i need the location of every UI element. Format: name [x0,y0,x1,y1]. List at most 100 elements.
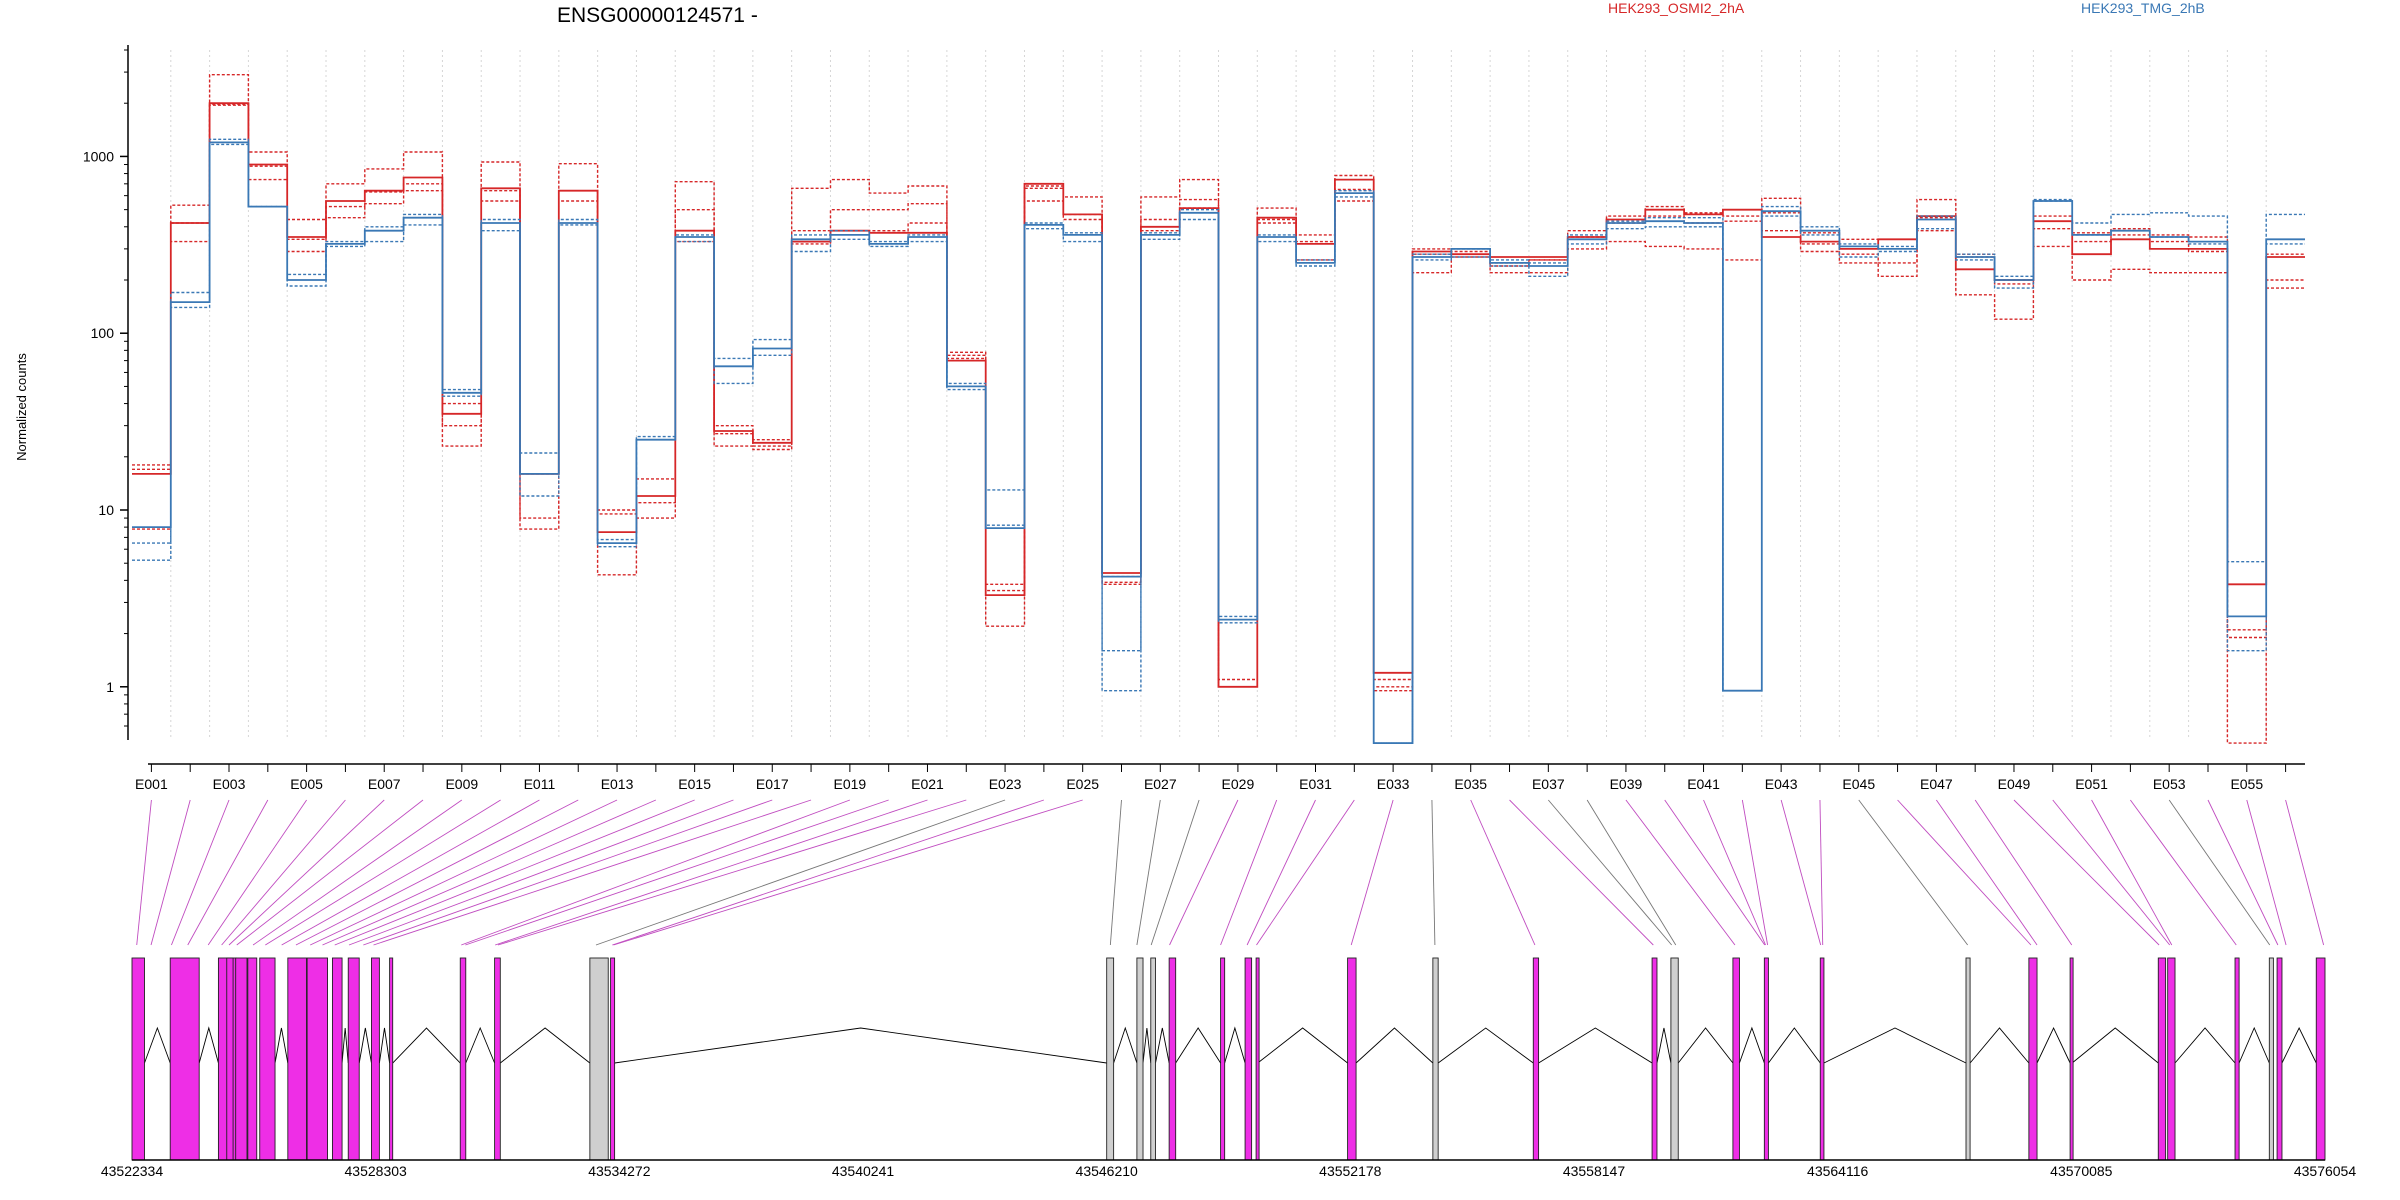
x-tick-label: E043 [1765,776,1798,792]
coord-tick-label: 43540241 [832,1163,895,1179]
bin-connector [348,799,734,946]
exon-box [589,957,609,1161]
intron-line [1142,1027,1152,1064]
exon-box [226,957,234,1161]
exon-box [1965,957,1971,1161]
intron-line [2071,1027,2159,1064]
legend-label-tmg: HEK293_TMG_2hB [2081,0,2205,16]
intron-line [1113,1026,1138,1064]
exon-box [1255,957,1260,1161]
bin-connector [1470,799,1536,946]
x-tick-label: E029 [1222,776,1255,792]
x-tick-label: E007 [368,776,401,792]
bin-connector [295,799,579,946]
y-axis-label: Normalized counts [14,353,29,461]
x-tick-label: E011 [524,776,556,792]
x-tick-label: E023 [989,776,1022,792]
bin-connector [252,799,463,946]
bin-connector [1136,799,1161,946]
exon-box [459,957,467,1161]
bin-connector [2168,799,2271,946]
exon-box [347,957,360,1161]
legend-label-osmi2: HEK293_OSMI2_2hA [1608,0,1745,16]
intron-line [2036,1026,2071,1064]
x-tick-label: E039 [1610,776,1643,792]
intron-line [1224,1026,1246,1064]
bin-connector [322,799,657,946]
intron-line [1155,1027,1170,1064]
x-tick-label: E041 [1687,776,1720,792]
x-tick-label: E013 [601,776,634,792]
bin-connector [207,799,307,946]
bin-connector [1586,799,1677,946]
x-tick-label: E009 [445,776,478,792]
exon-box [1432,957,1439,1161]
gene-model: 43522334 43528303 43534272 43540241 43546210… [101,799,2356,1179]
bin-connector [1256,799,1355,946]
exon-box [331,957,343,1161]
intron-line [358,1027,372,1064]
intron-line [1656,1027,1672,1064]
bin-connector [1547,799,1673,946]
exon-box [1532,957,1540,1161]
bin-connector [1509,799,1654,946]
intron-line [341,1027,349,1064]
exon-box [1106,957,1115,1161]
bin-connector [187,799,269,946]
intron-line [1175,1027,1221,1064]
bin-connector [2091,799,2173,946]
exon-box [2069,957,2074,1161]
plot-area: 1 10 100 1000 E001 E003 E005 E007 E009 E011 E013 E0… [83,45,2305,792]
bin-connector [2052,799,2171,946]
exon-box [494,957,501,1161]
intron-line [1355,1027,1434,1064]
exon-box [1819,957,1825,1161]
intron-line [1969,1027,2030,1064]
bin-connector [2246,799,2287,946]
bin-connector [236,799,424,946]
coord-tick-label: 43534272 [588,1163,651,1179]
x-tick-label: E051 [2075,776,2108,792]
intron-line [2238,1026,2270,1064]
exon-box [131,957,145,1161]
y-tick-label: 1000 [83,148,114,164]
x-tick-label: E019 [834,776,867,792]
bin-connector [595,799,1006,946]
exon-box [1168,957,1177,1161]
exon-box [2315,957,2326,1161]
intron-line [1768,1027,1821,1064]
bin-connector [363,799,773,946]
bin-connector [1897,799,2032,946]
y-tick-label: 10 [98,502,114,518]
x-tick-label: E021 [911,776,944,792]
intron-line [1538,1027,1653,1064]
bin-connector [1109,799,1122,946]
bin-connector [1625,799,1736,946]
x-tick-label: E047 [1920,776,1953,792]
bin-connector [228,799,385,946]
intron-line [392,1027,461,1064]
bin-connector [1780,799,1822,946]
intron-line [1257,1027,1348,1064]
bin-connector [1220,799,1278,946]
bin-connector [497,799,967,946]
bin-connector [171,799,230,946]
coord-tick-label: 43522334 [101,1163,164,1179]
series-line [132,74,2305,744]
bin-connector [373,799,812,946]
exon-box [371,957,380,1161]
x-tick-label: E033 [1377,776,1410,792]
exon-box [1347,957,1357,1161]
x-tick-label: E001 [135,776,168,792]
intron-line [614,1027,1107,1064]
exon-box [235,957,248,1161]
exon-box [169,957,200,1161]
exon-box [2268,957,2274,1161]
bin-connector [1974,799,2073,946]
intron-line [500,1027,591,1064]
exon-box [1220,957,1226,1161]
bin-connector [2207,799,2279,946]
x-tick-label: E037 [1532,776,1565,792]
bin-connector [136,799,152,946]
